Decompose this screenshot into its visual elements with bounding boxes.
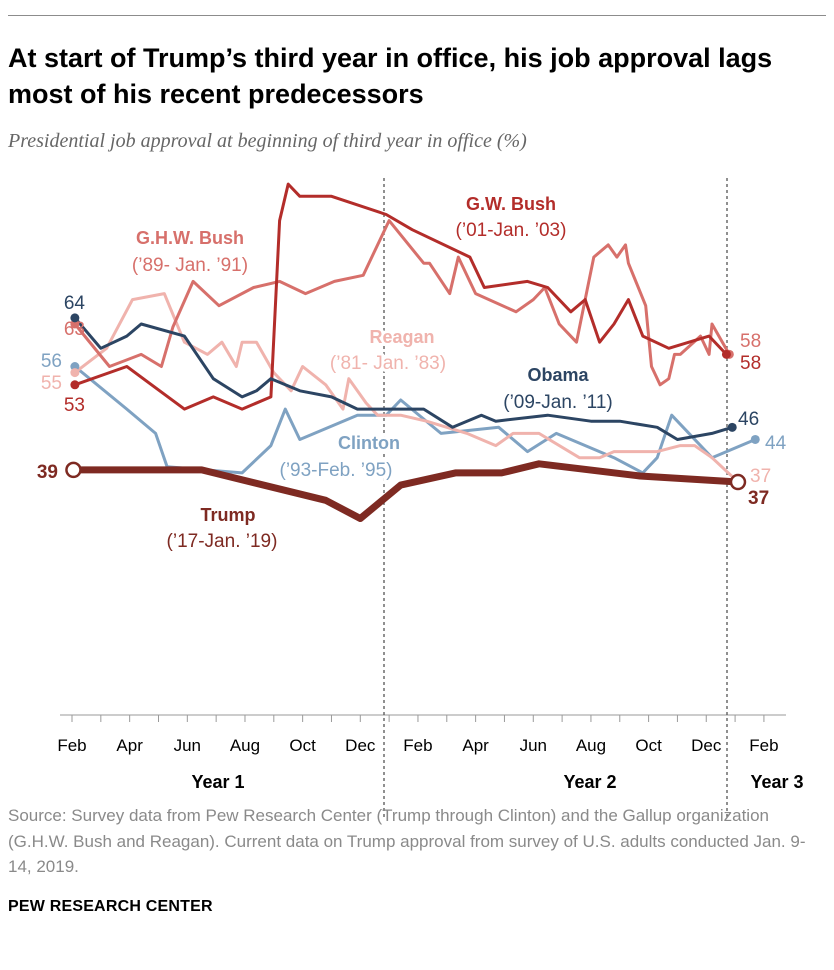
start-marker-trump — [65, 461, 82, 479]
x-tick-label: Aug — [576, 736, 606, 755]
x-tick-label: Dec — [345, 736, 376, 755]
start-value-gwbush: 53 — [64, 395, 85, 416]
end-marker-gwbush — [721, 349, 731, 359]
top-rule — [8, 15, 826, 16]
label-reagan-dates: (’81- Jan. ’83) — [330, 353, 446, 374]
series-line-reagan — [73, 292, 740, 484]
series-dots — [65, 313, 760, 491]
x-tick-label: Oct — [635, 736, 662, 755]
start-marker-obama — [70, 313, 80, 323]
label-ghwbush-dates: (’89- Jan. ’91) — [132, 255, 248, 276]
end-marker-clinton — [750, 434, 760, 444]
x-tick-label: Feb — [57, 736, 86, 755]
start-value-obama: 64 — [64, 293, 86, 314]
start-value-trump: 39 — [37, 462, 58, 483]
end-marker-obama — [727, 422, 737, 432]
end-value-clinton: 44 — [765, 433, 787, 454]
label-gwbush-name: G.W. Bush — [466, 194, 556, 214]
label-obama-dates: (’09-Jan. ’11) — [503, 392, 612, 413]
x-tick-label: Apr — [462, 736, 489, 755]
start-value-reagan: 55 — [41, 373, 62, 394]
end-value-trump: 37 — [748, 488, 769, 509]
series-line-trump — [69, 460, 742, 522]
x-tick-label: Aug — [230, 736, 260, 755]
brand-logo-text: PEW RESEARCH CENTER — [8, 898, 213, 915]
start-value-ghwbush: 63 — [64, 319, 85, 340]
label-gwbush-dates: (’01-Jan. ’03) — [456, 220, 567, 241]
x-tick-label: Jun — [520, 736, 547, 755]
end-marker-trump — [729, 473, 747, 491]
label-ghwbush-name: G.H.W. Bush — [136, 228, 244, 248]
x-tick-label: Jun — [174, 736, 201, 755]
end-value-reagan: 37 — [750, 466, 771, 487]
year-3-label: Year 3 — [750, 772, 803, 792]
label-obama-name: Obama — [527, 365, 589, 385]
label-trump-dates: (’17-Jan. ’19) — [167, 531, 278, 552]
x-tick-label: Feb — [403, 736, 432, 755]
start-marker-reagan — [70, 368, 80, 378]
label-reagan-name: Reagan — [369, 327, 434, 347]
end-value-gwbush: 58 — [740, 353, 761, 374]
label-clinton-dates: (’93-Feb. ’95) — [280, 460, 393, 481]
chart-title: At start of Trump’s third year in office… — [8, 43, 773, 109]
series-line-ghwbush — [73, 219, 731, 387]
x-tick-label: Dec — [691, 736, 722, 755]
series-line-gwbush — [73, 182, 728, 411]
x-tick-label: Apr — [116, 736, 143, 755]
series-lines — [69, 182, 757, 522]
chart-subtitle: Presidential job approval at beginning o… — [8, 130, 527, 152]
start-marker-gwbush — [70, 380, 80, 390]
series-line-obama — [73, 316, 734, 441]
year-1-label: Year 1 — [191, 772, 244, 792]
year-2-label: Year 2 — [563, 772, 616, 792]
x-axis: Feb Apr Jun Aug Oct Dec Feb Apr Jun Aug Oct Dec Feb — [57, 714, 786, 755]
label-trump-name: Trump — [200, 505, 255, 525]
end-value-ghwbush: 58 — [740, 331, 761, 352]
source-note: Source: Survey data from Pew Research Ce… — [8, 806, 806, 876]
year-dividers — [383, 178, 728, 820]
start-value-clinton: 56 — [41, 351, 62, 372]
label-clinton-name: Clinton — [338, 433, 400, 453]
x-tick-label: Oct — [289, 736, 316, 755]
x-tick-label: Feb — [749, 736, 778, 755]
end-value-obama: 46 — [738, 409, 759, 430]
